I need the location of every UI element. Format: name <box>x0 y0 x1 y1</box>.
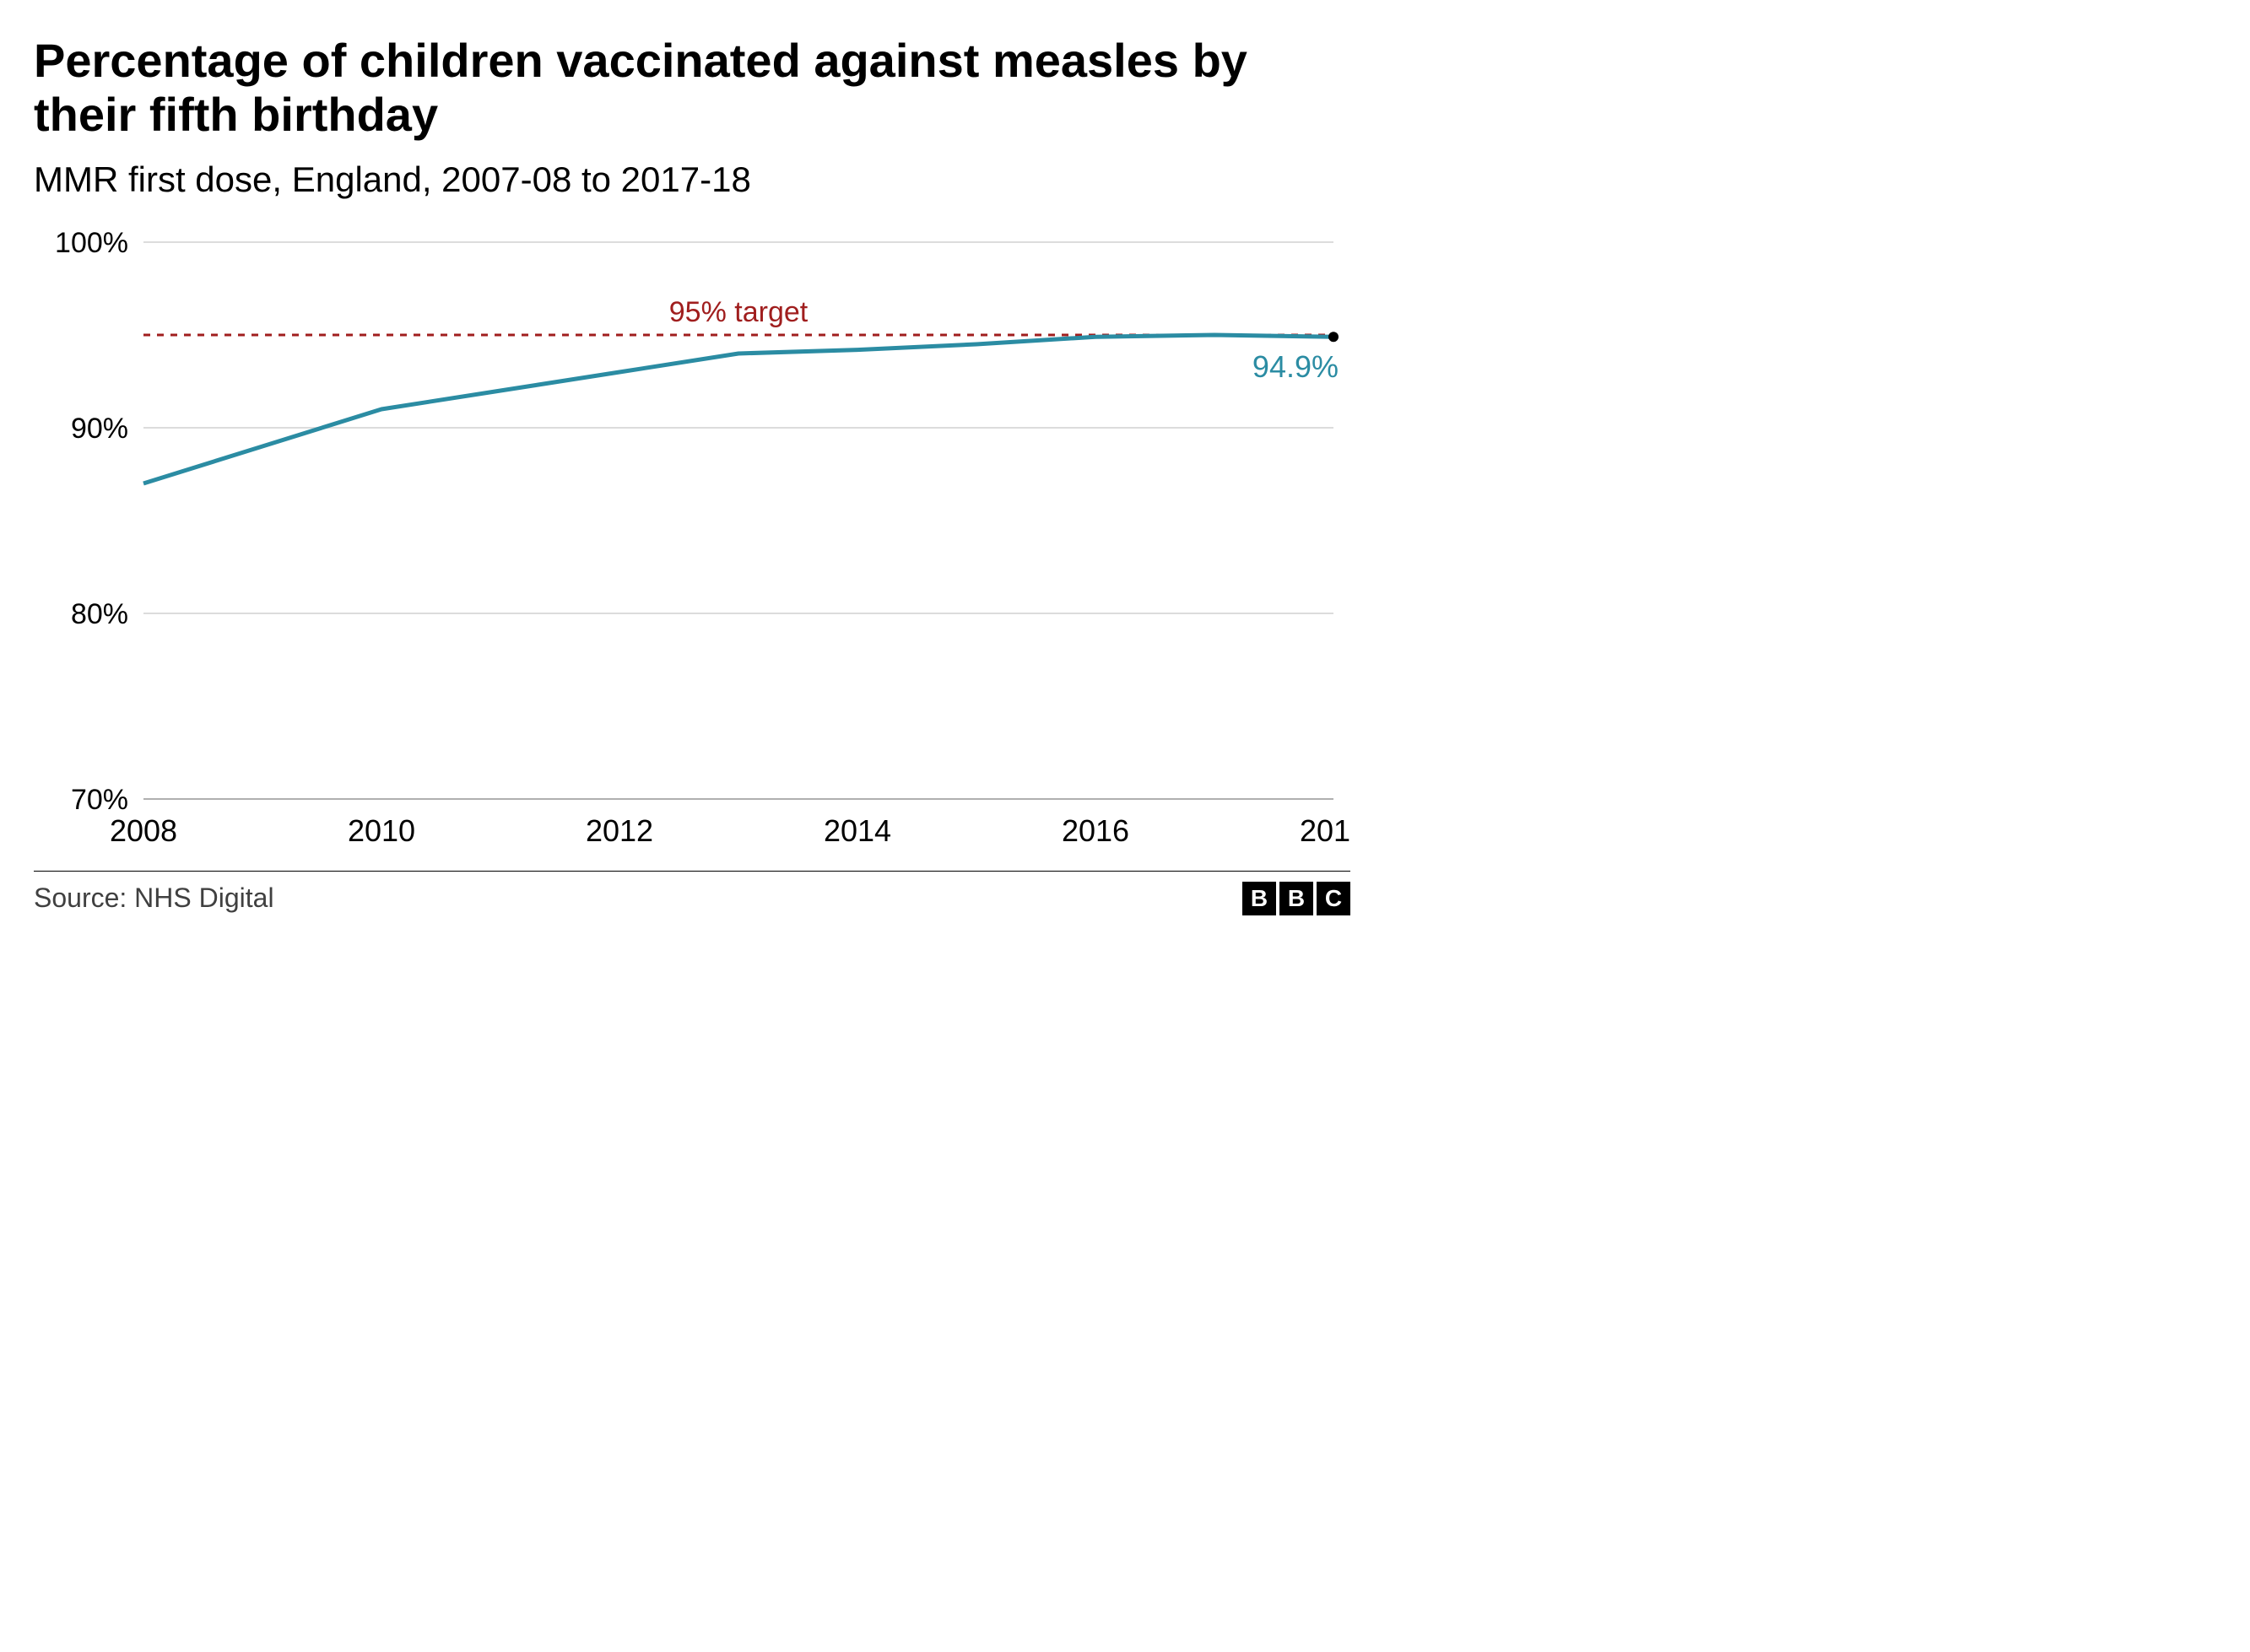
end-point-dot <box>1328 332 1339 342</box>
y-tick-label: 100% <box>55 227 128 259</box>
y-tick-label: 80% <box>71 598 128 630</box>
plot-area: 70% 80% 90% 100% 2008 2010 2012 2014 2016 2018 95%… <box>34 225 1350 871</box>
source-label: Source: NHS Digital <box>34 883 274 914</box>
logo-letter: B <box>1279 882 1313 915</box>
x-tick-label: 2012 <box>586 813 653 848</box>
x-tick-label: 2016 <box>1062 813 1129 848</box>
logo-letter: C <box>1317 882 1350 915</box>
x-tick-label: 2010 <box>348 813 415 848</box>
y-tick-label: 90% <box>71 413 128 445</box>
chart-title: Percentage of children vaccinated agains… <box>34 34 1350 143</box>
data-line <box>143 335 1333 483</box>
x-tick-label: 2008 <box>110 813 177 848</box>
chart-container: Percentage of children vaccinated agains… <box>34 34 1350 915</box>
x-tick-label: 2014 <box>824 813 891 848</box>
logo-letter: B <box>1242 882 1276 915</box>
end-point-label: 94.9% <box>1252 349 1339 384</box>
line-chart-svg: 70% 80% 90% 100% 2008 2010 2012 2014 2016 2018 95%… <box>34 225 1350 866</box>
chart-subtitle: MMR first dose, England, 2007-08 to 2017… <box>34 159 1350 200</box>
x-tick-label: 2018 <box>1300 813 1350 848</box>
target-line-label: 95% target <box>669 296 809 328</box>
y-tick-label: 70% <box>71 784 128 816</box>
chart-footer: Source: NHS Digital BBC <box>34 871 1350 915</box>
bbc-logo: BBC <box>1242 882 1350 915</box>
